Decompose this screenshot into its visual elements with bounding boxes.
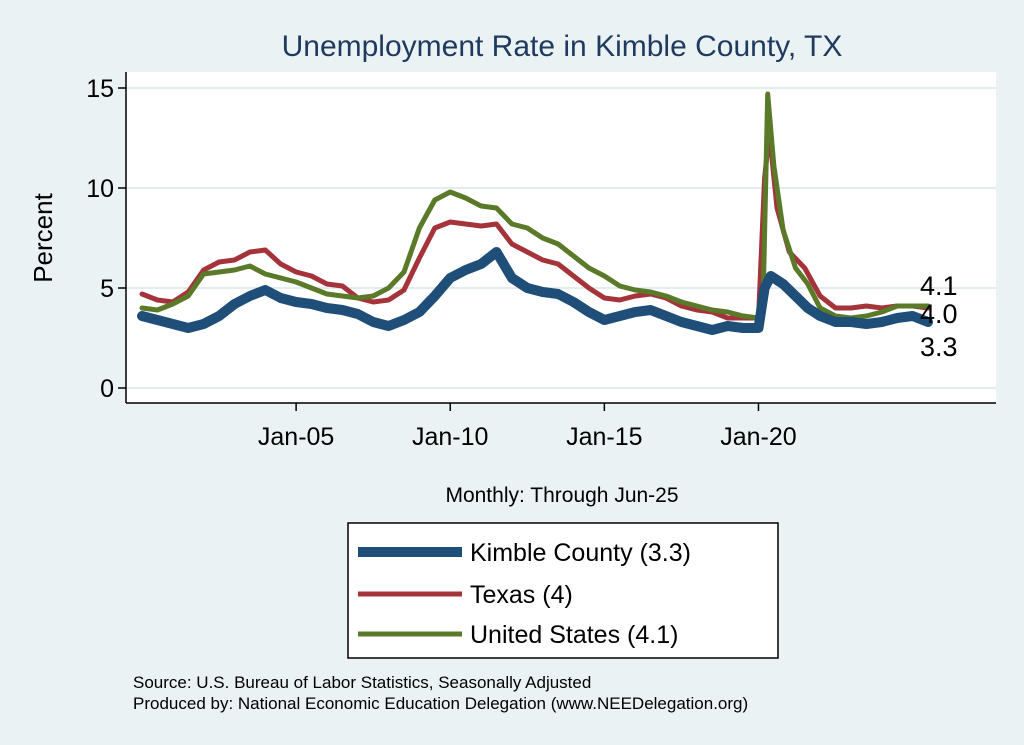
- legend-label: Texas (4): [470, 581, 573, 609]
- legend-label: United States (4.1): [470, 621, 678, 649]
- y-tick-label: 10: [86, 175, 114, 203]
- series-lines: [137, 91, 933, 335]
- x-tick-label: Jan-20: [720, 423, 796, 451]
- y-axis-ticks: 0 5 10 15: [86, 75, 126, 403]
- y-tick-label: 15: [86, 75, 114, 103]
- end-label: 4.1: [920, 271, 958, 301]
- plot-area: [126, 72, 996, 403]
- x-tick-label: Jan-15: [566, 423, 642, 451]
- chart-title: Unemployment Rate in Kimble County, TX: [282, 30, 843, 63]
- y-axis-title: Percent: [28, 192, 58, 282]
- series-line-kimble-county: [137, 247, 933, 335]
- x-axis-title: Monthly: Through Jun-25: [445, 484, 678, 507]
- series-end-labels: 3.34.04.1: [920, 271, 958, 362]
- x-axis-ticks: Jan-05 Jan-10 Jan-15 Jan-20: [258, 403, 797, 451]
- legend-label: Kimble County (3.3): [470, 539, 691, 567]
- end-label: 3.3: [920, 332, 958, 362]
- x-tick-label: Jan-05: [258, 423, 334, 451]
- x-tick-label: Jan-10: [412, 423, 488, 451]
- producer-note: Produced by: National Economic Education…: [133, 694, 748, 713]
- source-note: Source: U.S. Bureau of Labor Statistics,…: [133, 673, 591, 692]
- y-tick-label: 0: [100, 375, 114, 403]
- legend: Kimble County (3.3) Texas (4) United State…: [358, 539, 691, 649]
- end-label: 4.0: [920, 299, 958, 329]
- y-tick-label: 5: [100, 275, 114, 303]
- series-line-united-states: [139, 91, 931, 321]
